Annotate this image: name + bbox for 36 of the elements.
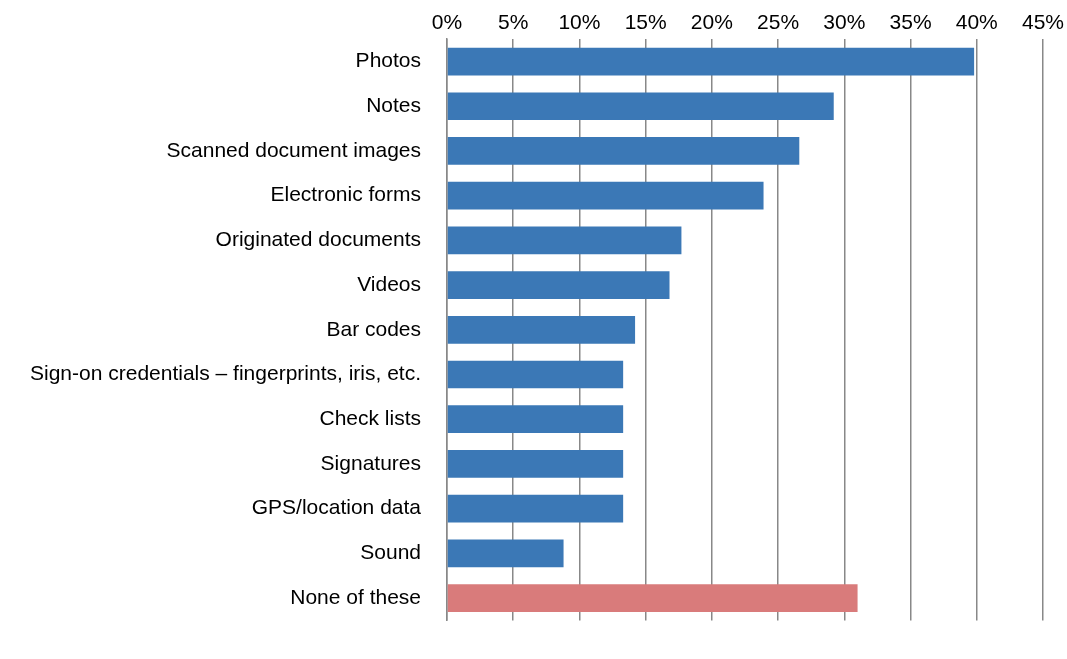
x-tick-label: 5% <box>498 10 529 34</box>
y-tick-label: Notes <box>366 93 422 117</box>
y-tick-label: Electronic forms <box>270 182 422 206</box>
y-tick-label: Sound <box>360 540 422 564</box>
y-tick-label: GPS/location data <box>251 495 422 519</box>
x-tick-label: 0% <box>431 10 463 34</box>
y-tick-label: Videos <box>357 271 422 295</box>
bar <box>447 584 858 612</box>
bar <box>447 92 834 121</box>
x-tick-label: 25% <box>757 10 800 34</box>
x-tick-label: 20% <box>690 10 733 34</box>
x-tick-label: 35% <box>889 10 932 34</box>
y-tick-label: Check lists <box>319 406 422 430</box>
y-tick-label: Signatures <box>320 450 422 474</box>
x-tick-label: 30% <box>823 10 866 34</box>
y-tick-label: Sign-on credentials – fingerprints, iris, etc. <box>30 361 422 385</box>
bar <box>447 405 624 434</box>
x-tick-label: 15% <box>624 10 667 34</box>
y-tick-label: Photos <box>355 48 422 72</box>
x-tick-label: 45% <box>1021 10 1064 34</box>
bar <box>447 539 564 568</box>
y-tick-label: Originated documents <box>215 227 422 251</box>
y-tick-label: Bar codes <box>326 316 422 340</box>
bar <box>447 137 800 165</box>
bar <box>447 360 624 389</box>
bar <box>447 181 764 210</box>
bar <box>447 271 670 299</box>
bar <box>447 315 636 344</box>
bar <box>447 494 624 523</box>
y-tick-label: Scanned document images <box>166 137 422 161</box>
y-tick-label: None of these <box>290 584 422 608</box>
x-tick-label: 40% <box>955 10 998 34</box>
x-tick-label: 10% <box>558 10 601 34</box>
bar <box>447 450 624 478</box>
bar <box>447 226 682 255</box>
bar <box>447 47 975 76</box>
